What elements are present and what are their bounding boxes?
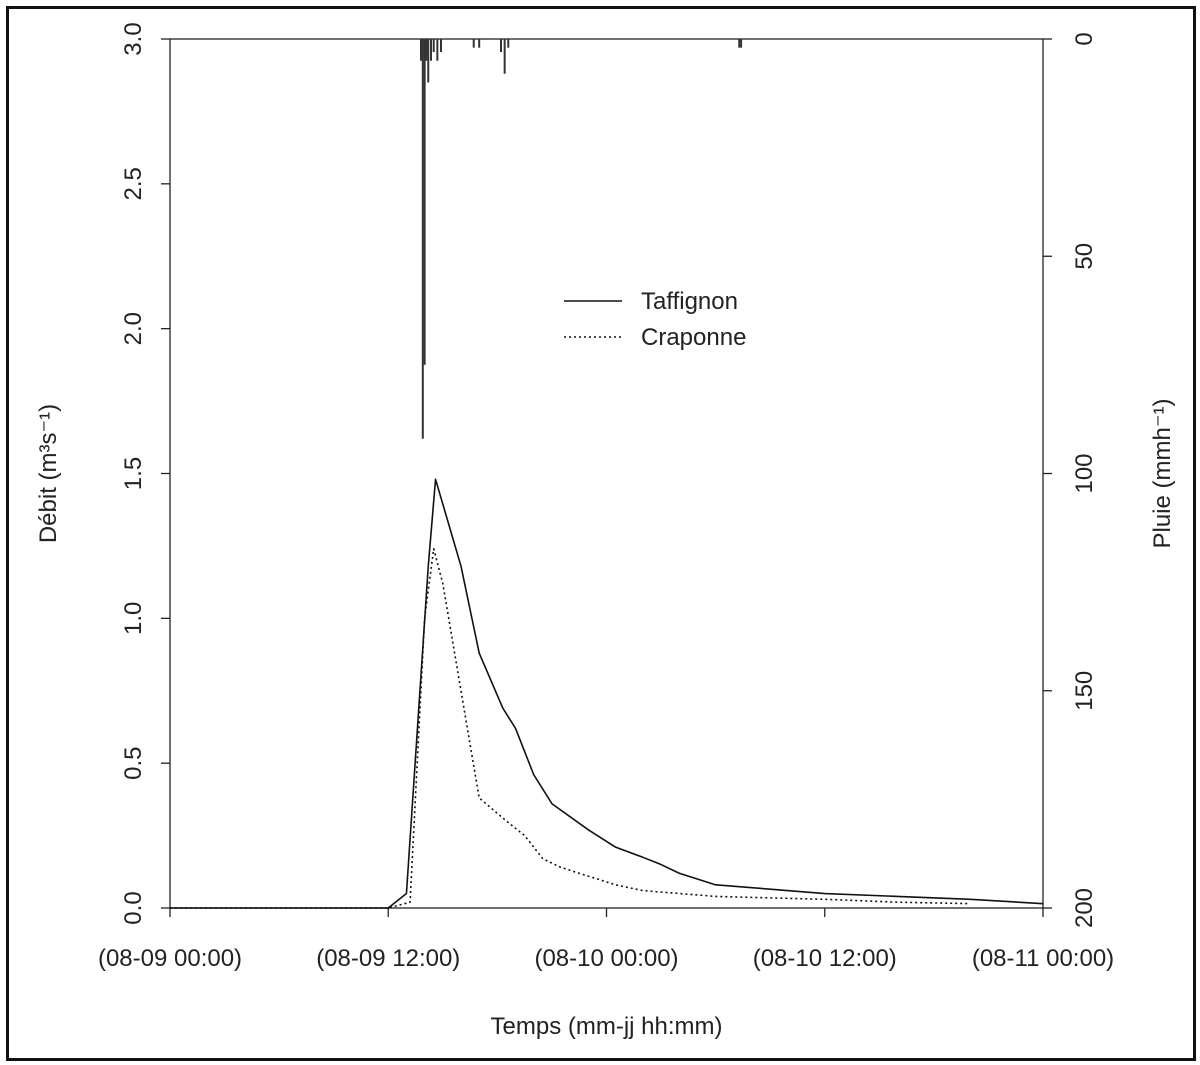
y-right-tick-label-0: 0 (1071, 32, 1098, 45)
y-tick-label-1: 0.5 (120, 746, 147, 779)
y-tick-label-2: 1.0 (120, 602, 147, 635)
x-tick-label-4: (08-11 00:00) (972, 945, 1114, 972)
y-right-axis-title: Pluie (mmh⁻¹) (1149, 398, 1176, 548)
legend-label-taffignon: Taffignon (641, 288, 738, 315)
y-tick-label-5: 2.5 (120, 167, 147, 200)
y-right-tick-label-4: 200 (1071, 888, 1098, 928)
y-tick-label-6: 3.0 (120, 22, 147, 55)
plot-area-box (169, 38, 1044, 909)
x-tick-label-2: (08-10 00:00) (534, 945, 678, 972)
legend-label-craponne: Craponne (641, 324, 746, 351)
y-right-tick-label-3: 150 (1071, 671, 1098, 711)
y-right-tick-label-1: 50 (1071, 243, 1098, 270)
x-tick-label-3: (08-10 12:00) (753, 945, 897, 972)
x-tick-label-0: (08-09 00:00) (98, 945, 242, 972)
y-tick-label-4: 2.0 (120, 312, 147, 345)
x-tick-label-1: (08-09 12:00) (316, 945, 460, 972)
hydrograph-chart: (08-09 00:00) (08-09 12:00) (08-10 00:00) (… (35, 22, 1176, 1040)
y-tick-label-3: 1.5 (120, 457, 147, 490)
chart-frame: (08-09 00:00) (08-09 12:00) (08-10 00:00) (… (6, 6, 1196, 1061)
y-right-tick-label-2: 100 (1071, 453, 1098, 493)
series-line-craponne (170, 548, 971, 909)
x-axis-title: Temps (mm-jj hh:mm) (491, 1013, 723, 1040)
y-tick-label-0: 0.0 (120, 891, 147, 924)
series-line-taffignon (170, 478, 1044, 909)
y-axis-title: Débit (m³s⁻¹) (35, 404, 62, 543)
